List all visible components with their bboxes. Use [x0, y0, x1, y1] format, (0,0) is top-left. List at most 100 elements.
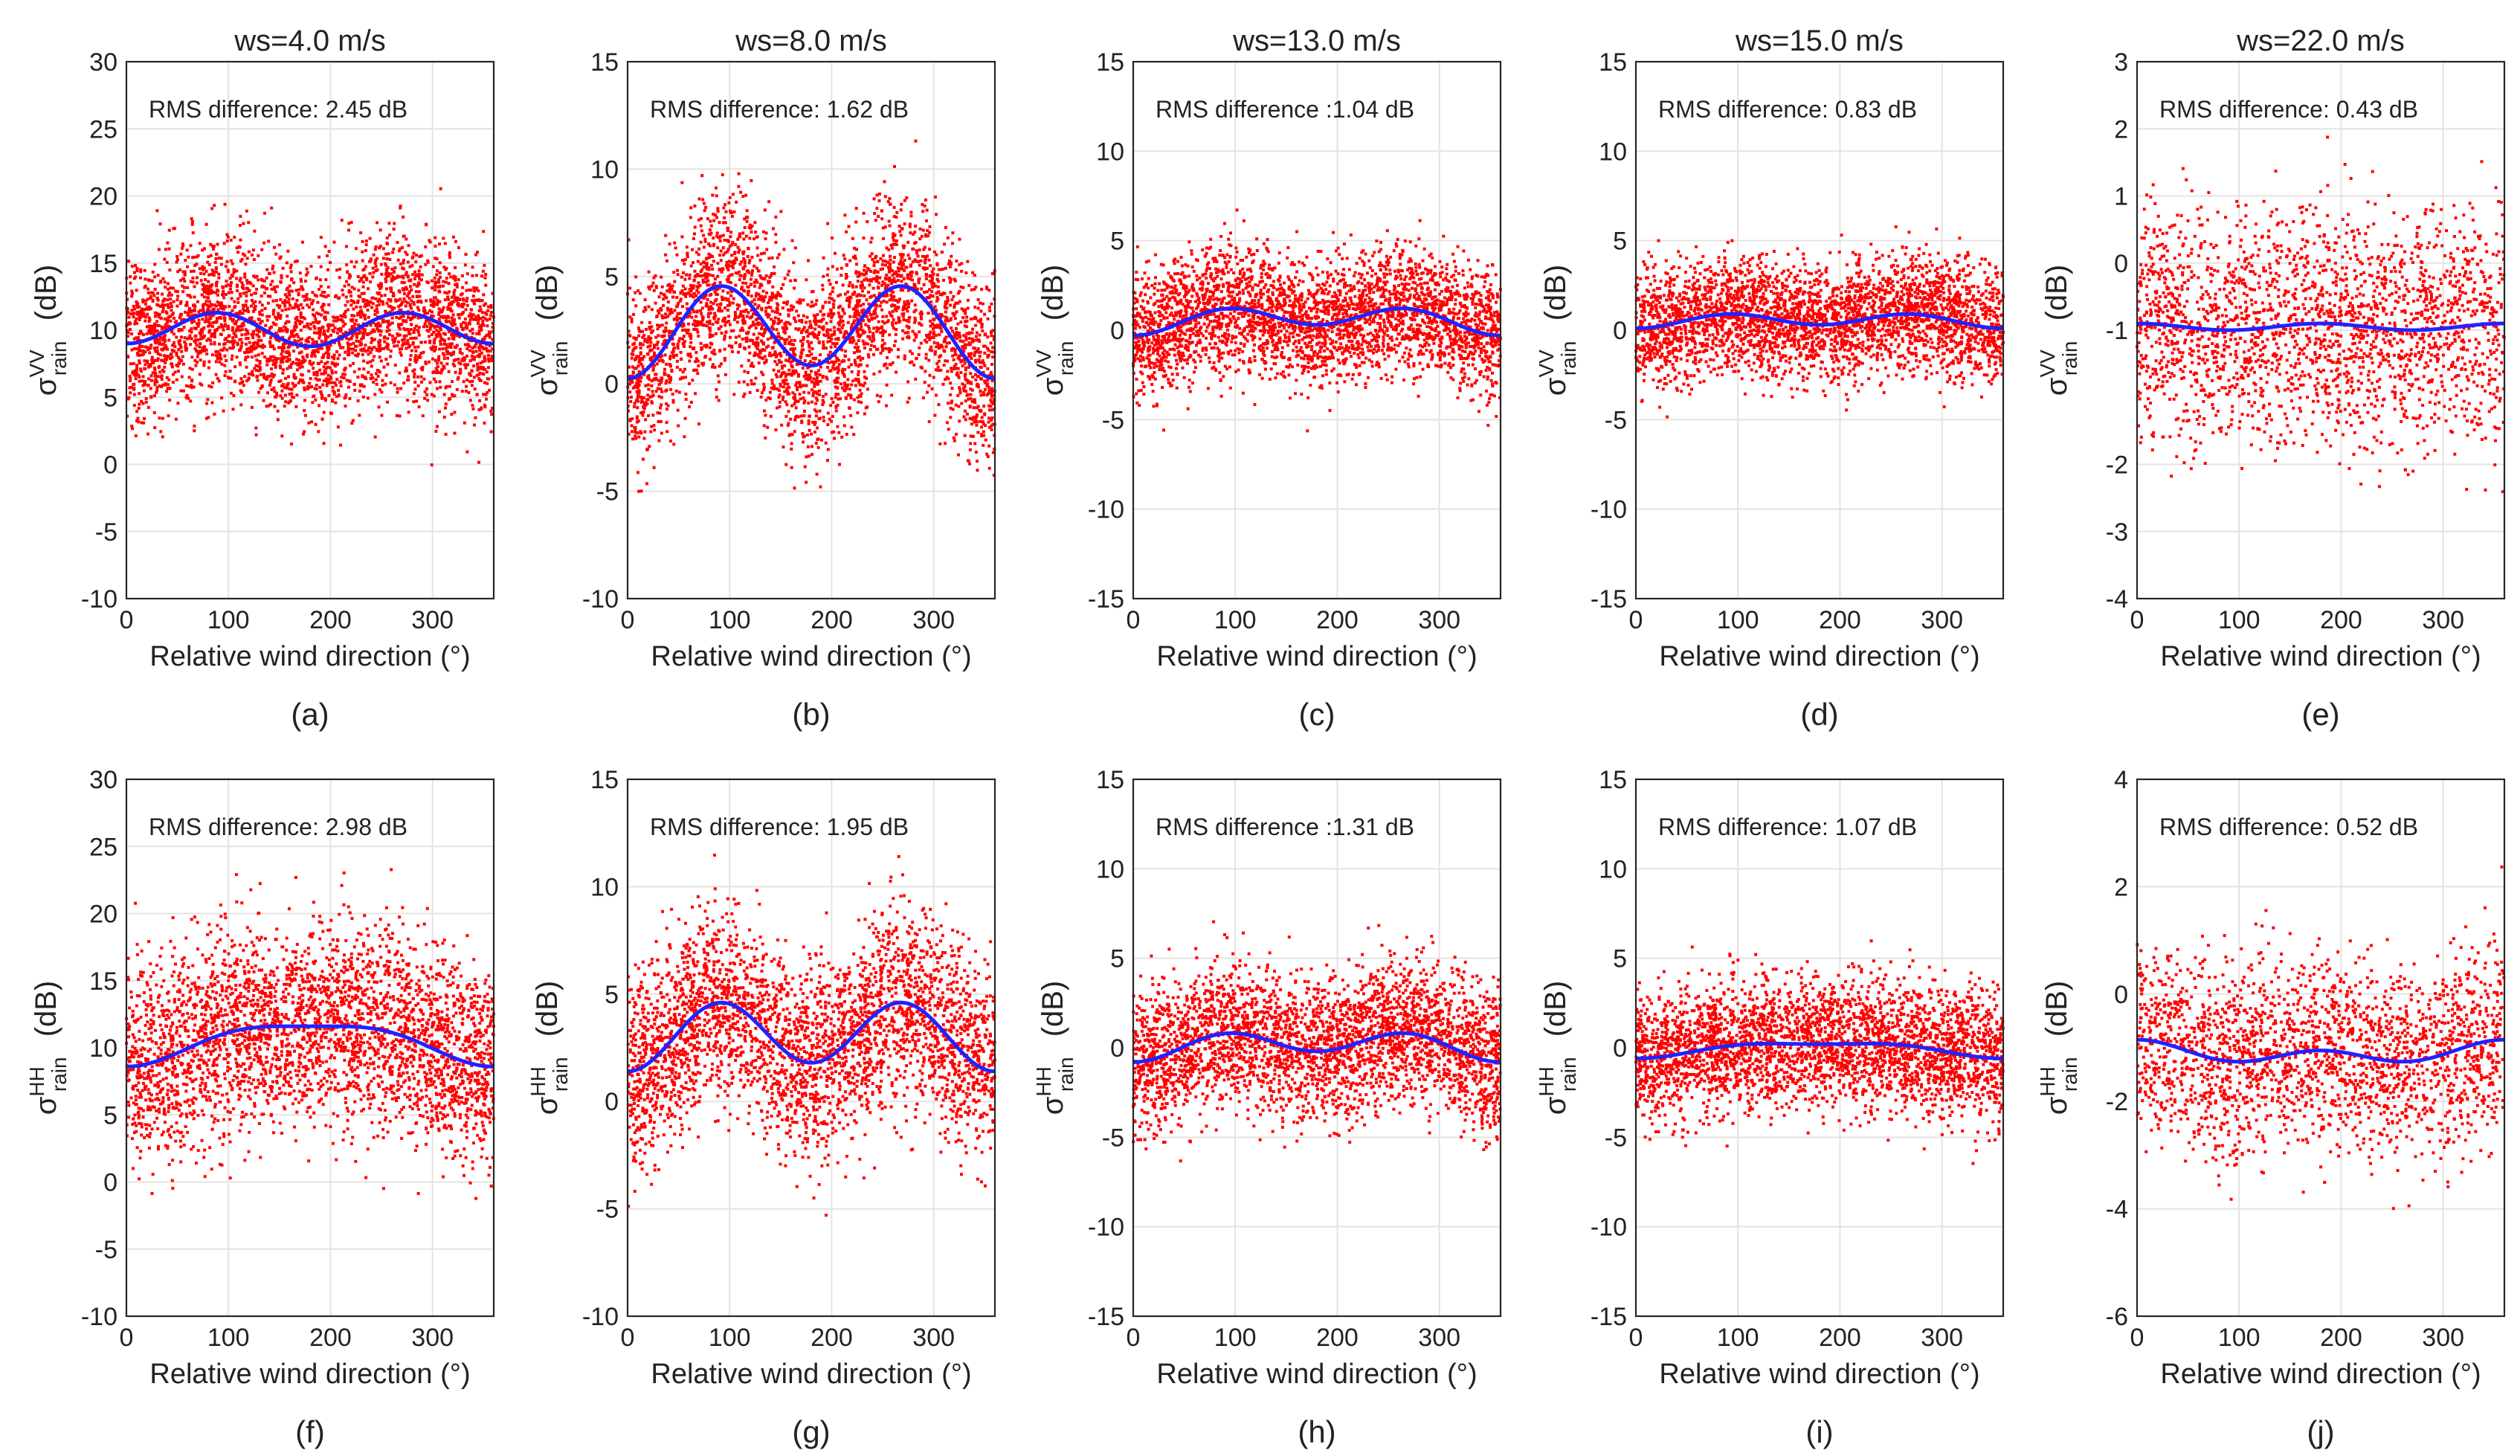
scatter-point [207, 273, 211, 277]
scatter-point [287, 343, 291, 347]
scatter-point [291, 396, 295, 399]
scatter-point [400, 347, 404, 351]
scatter-point [285, 261, 289, 265]
scatter-point [141, 379, 144, 383]
scatter-point [785, 373, 789, 376]
scatter-point [434, 347, 437, 351]
scatter-point [990, 389, 994, 393]
scatter-point [696, 330, 700, 334]
scatter-point [433, 349, 436, 352]
scatter-point [686, 315, 689, 319]
scatter-point [676, 273, 680, 277]
scatter-point [486, 318, 489, 322]
scatter-point [744, 281, 748, 285]
y-tick-label: 10 [89, 317, 117, 345]
scatter-point [636, 399, 639, 403]
scatter-point [245, 279, 248, 283]
scatter-point [366, 361, 370, 364]
scatter-point [308, 359, 312, 363]
scatter-point [344, 405, 347, 408]
scatter-point [316, 379, 320, 382]
scatter-point [881, 267, 885, 271]
scatter-point [480, 328, 483, 332]
scatter-point [429, 314, 433, 318]
scatter-point [274, 366, 277, 370]
scatter-point [475, 251, 479, 254]
scatter-point [239, 403, 243, 407]
scatter-point [706, 312, 710, 315]
scatter-point [319, 294, 323, 297]
scatter-point [801, 432, 805, 436]
scatter-point [189, 280, 193, 283]
scatter-point [375, 382, 378, 386]
scatter-point [680, 235, 684, 239]
scatter-point [163, 337, 167, 341]
scatter-point [491, 321, 494, 325]
scatter-point [288, 284, 291, 288]
scatter-point [378, 348, 381, 352]
scatter-point [925, 341, 929, 344]
scatter-point [352, 307, 355, 311]
scatter-point [903, 300, 906, 304]
scatter-point [431, 345, 435, 349]
scatter-point [332, 353, 336, 357]
scatter-point [207, 296, 210, 300]
scatter-point [431, 265, 435, 268]
scatter-point [294, 361, 298, 365]
scatter-point [166, 298, 170, 302]
scatter-point [410, 299, 413, 303]
scatter-point [761, 323, 764, 327]
scatter-point [836, 357, 840, 361]
scatter-point [851, 236, 854, 240]
scatter-point [244, 337, 248, 341]
scatter-point [339, 443, 343, 447]
scatter-point [186, 265, 190, 268]
scatter-point [461, 286, 465, 289]
scatter-point [673, 309, 677, 312]
scatter-point [477, 321, 480, 325]
scatter-point [657, 295, 661, 299]
scatter-point [376, 369, 380, 373]
scatter-point [275, 285, 279, 289]
scatter-point [845, 387, 848, 390]
scatter-point [170, 355, 174, 359]
scatter-point [367, 315, 370, 319]
scatter-point [362, 291, 366, 295]
scatter-point [752, 364, 755, 368]
scatter-point [987, 348, 990, 352]
scatter-point [332, 329, 335, 333]
scatter-point [231, 274, 234, 278]
scatter-point [770, 298, 773, 302]
scatter-point [473, 355, 477, 359]
scatter-point [432, 304, 436, 308]
scatter-point [326, 311, 329, 315]
scatter-point [374, 378, 378, 381]
scatter-point [843, 292, 847, 296]
scatter-point [221, 286, 225, 289]
scatter-point [328, 323, 332, 327]
scatter-point [314, 377, 318, 381]
scatter-point [167, 294, 170, 297]
scatter-point [288, 358, 291, 361]
scatter-point [715, 194, 718, 198]
scatter-point [953, 332, 956, 335]
scatter-point [326, 352, 330, 356]
scatter-point [925, 219, 929, 223]
scatter-point [796, 314, 800, 318]
scatter-point [134, 377, 138, 381]
scatter-point [659, 419, 663, 423]
scatter-point [179, 279, 183, 283]
scatter-point [826, 267, 830, 271]
scatter-point [175, 335, 178, 339]
scatter-point [830, 431, 834, 434]
scatter-point [170, 330, 173, 334]
scatter-point [344, 396, 347, 399]
scatter-point [270, 287, 274, 291]
scatter-point [920, 312, 924, 315]
scatter-point [283, 325, 286, 329]
scatter-point [153, 383, 157, 387]
scatter-point [155, 320, 159, 323]
scatter-point [699, 270, 703, 274]
scatter-point [949, 416, 953, 419]
scatter-point [451, 333, 455, 337]
